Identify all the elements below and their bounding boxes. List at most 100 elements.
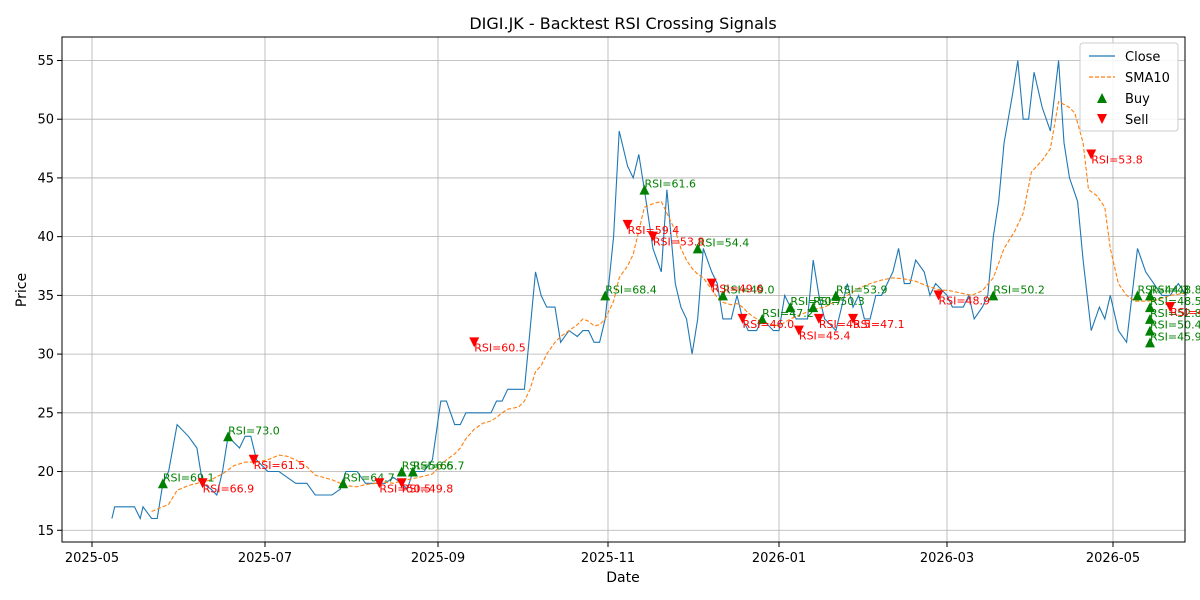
sell-marker: [848, 313, 859, 324]
sell-annotation: RSI=61.5: [254, 459, 306, 472]
buy-marker: [1145, 302, 1155, 313]
buy-annotation: RSI=52.8: [1150, 307, 1200, 320]
y-tick-label: 40: [37, 230, 54, 245]
buy-marker: [1145, 290, 1155, 301]
grid: [62, 37, 1185, 542]
buy-annotation: RSI=56.6: [402, 460, 454, 473]
sell-annotation: RSI=49.8: [402, 482, 454, 495]
buy-marker: [223, 431, 234, 442]
sell-marker: [1165, 302, 1176, 313]
buy-marker: [407, 466, 418, 477]
sell-annotation: RSI=59.4: [628, 224, 680, 237]
buy-marker: [396, 466, 407, 477]
buy-annotation: RSI=49.0: [723, 283, 775, 296]
legend-sell-marker: [1097, 114, 1107, 124]
sell-marker: [197, 478, 208, 489]
buy-annotation: RSI=47.2: [762, 307, 814, 320]
legend: Close SMA10 Buy Sell: [1079, 42, 1179, 132]
sell-marker: [933, 290, 944, 301]
buy-annotation: RSI=48.8: [1150, 283, 1200, 296]
y-axis-ticks: 15 20 25 30 35 40 45 50 55: [37, 54, 62, 539]
x-tick-label: 2026-01: [752, 551, 806, 566]
x-axis-label: Date: [606, 570, 639, 586]
sell-marker: [1086, 149, 1097, 160]
sell-marker: [622, 219, 633, 230]
y-tick-label: 50: [37, 113, 54, 128]
y-tick-label: 55: [37, 54, 54, 69]
legend-buy-marker: [1097, 93, 1107, 103]
sell-annotation: RSI=48.9: [938, 294, 990, 307]
buy-marker: [717, 290, 728, 301]
buy-annotation: RSI=50.4: [1150, 319, 1200, 332]
buy-annotation: RSI=61.6: [644, 178, 696, 191]
sell-annotation: RSI=45.4: [799, 330, 851, 343]
buy-marker: [1145, 337, 1155, 348]
sell-annotation: RSI=60.5: [474, 341, 526, 354]
sell-marker: [793, 325, 804, 336]
sell-marker: [248, 454, 259, 465]
plot-area: RSI=69.1RSI=73.0RSI=64.7RSI=56.6RSI=65.7…: [111, 60, 1200, 521]
x-tick-label: 2026-05: [1086, 551, 1140, 566]
sell-annotation: RSI=66.9: [203, 482, 255, 495]
legend-box: [1079, 42, 1179, 132]
sell-marker: [737, 313, 748, 324]
sell-annotation: RSI=45.5: [819, 318, 871, 331]
plot-frame: [61, 36, 1186, 543]
buy-marker: [830, 290, 841, 301]
buy-annotation: RSI=68.4: [605, 283, 657, 296]
buy-annotation: RSI=48.5: [1150, 295, 1200, 308]
sell-annotation: RSI=49.6: [712, 283, 764, 296]
buy-marker: [600, 290, 611, 301]
buy-marker: [1132, 290, 1143, 301]
sell-marker: [396, 478, 407, 489]
sell-marker: [469, 337, 480, 348]
buy-marker: [757, 313, 768, 324]
x-axis-ticks: 2025-05 2025-07 2025-09 2025-11 2026-01 2026-…: [65, 542, 1140, 566]
y-tick-label: 35: [37, 289, 54, 304]
sell-marker: [813, 313, 824, 324]
sell-annotation: RSI=50.5: [379, 482, 431, 495]
sell-marker: [374, 478, 385, 489]
legend-close-label: Close: [1125, 50, 1160, 65]
sell-annotation: RSI=53.8: [1091, 153, 1143, 166]
sell-marker: [647, 231, 658, 242]
x-tick-label: 2025-05: [65, 551, 119, 566]
close-line: [111, 60, 1187, 521]
sell-annotation: RSI=47.1: [853, 318, 905, 331]
buy-marker: [1145, 313, 1155, 324]
legend-buy-label: Buy: [1125, 92, 1150, 107]
sell-annotation: RSI=53.8: [653, 236, 705, 249]
x-tick-label: 2026-03: [920, 551, 974, 566]
y-tick-label: 30: [37, 348, 54, 363]
buy-annotation: RSI=73.0: [228, 424, 280, 437]
x-tick-label: 2025-11: [581, 551, 635, 566]
x-tick-label: 2025-07: [238, 551, 292, 566]
sell-marker: [706, 278, 717, 289]
sell-annotation: RSI=46.0: [743, 318, 795, 331]
buy-annotation: RSI=50.7: [790, 295, 842, 308]
y-tick-label: 25: [37, 406, 54, 421]
y-tick-label: 15: [37, 524, 54, 539]
legend-sma-label: SMA10: [1125, 71, 1170, 86]
buy-marker: [808, 302, 819, 313]
legend-sell-label: Sell: [1125, 113, 1148, 128]
buy-marker: [785, 302, 796, 313]
buy-marker: [692, 243, 703, 254]
chart-title: DIGI.JK - Backtest RSI Crossing Signals: [469, 14, 776, 33]
y-axis-label: Price: [14, 273, 30, 307]
buy-annotation: RSI=45.9: [1150, 330, 1200, 343]
y-tick-label: 20: [37, 465, 54, 480]
buy-marker: [639, 184, 650, 195]
buy-marker: [338, 478, 349, 489]
y-tick-label: 45: [37, 171, 54, 186]
buy-marker: [988, 290, 999, 301]
buy-annotation: RSI=50.2: [993, 283, 1045, 296]
buy-annotation: RSI=50.3: [813, 295, 865, 308]
buy-annotation: RSI=54.4: [698, 236, 750, 249]
buy-annotation: RSI=65.7: [413, 460, 465, 473]
buy-marker: [1145, 325, 1155, 336]
buy-marker: [157, 478, 168, 489]
x-tick-label: 2025-09: [411, 551, 465, 566]
